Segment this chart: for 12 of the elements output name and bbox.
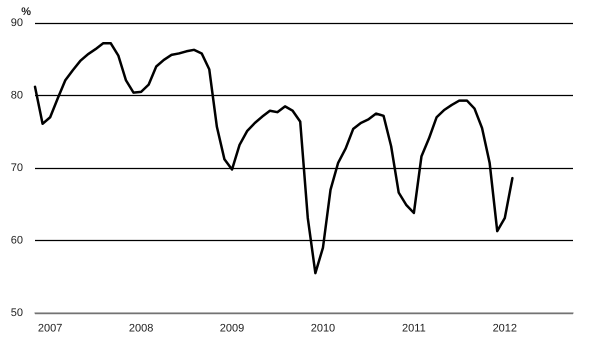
y-tick-label: 50 — [10, 307, 23, 319]
y-tick-label: 90 — [10, 17, 23, 29]
y-tick-label: 70 — [10, 162, 23, 174]
x-tick-label: 2008 — [128, 322, 154, 334]
y-tick-label: 80 — [10, 90, 23, 102]
x-tick-label: 2007 — [38, 322, 62, 334]
x-tick-label: 2009 — [220, 322, 244, 334]
x-tick-label: 2012 — [492, 322, 518, 334]
x-tick-label: 2011 — [402, 322, 426, 334]
y-axis-title: % — [21, 6, 32, 18]
y-tick-label: 60 — [10, 234, 23, 246]
x-tick-label: 2010 — [310, 322, 336, 334]
